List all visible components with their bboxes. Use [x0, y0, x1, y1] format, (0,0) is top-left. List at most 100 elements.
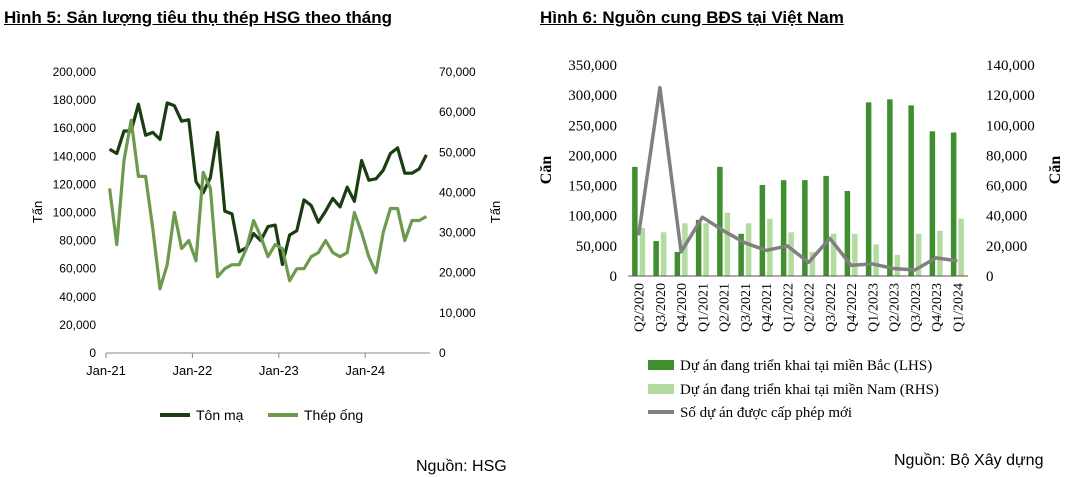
y-left-axis-label: Tấn — [30, 201, 45, 223]
y-left-tick-label: 0 — [610, 269, 618, 285]
x-tick-label: Q4/2023 — [930, 283, 945, 332]
y-right-tick-label: 0 — [986, 269, 994, 285]
figure-title-right: Hình 6: Nguồn cung BĐS tại Việt Nam — [540, 8, 844, 27]
bar-south — [703, 223, 709, 276]
bar-north — [865, 102, 872, 277]
y-right-tick-label: 60,000 — [439, 105, 476, 119]
bar-north — [908, 105, 914, 277]
x-tick-label: Q1/2021 — [696, 283, 711, 332]
bar-south — [830, 233, 837, 276]
y-right-tick-label: 140,000 — [986, 58, 1035, 74]
y-left-tick-label: 40,000 — [59, 290, 96, 304]
bar-south — [873, 244, 879, 276]
x-tick-label: Q2/2021 — [718, 283, 733, 332]
x-tick-label: Q2/2022 — [803, 283, 818, 332]
bar-south — [894, 254, 901, 276]
y-left-tick-label: 140,000 — [53, 149, 97, 163]
y-right-axis-label: Tấn — [488, 201, 503, 223]
series-line-new-licenses — [636, 85, 958, 272]
bar-south — [660, 232, 667, 276]
x-tick-label: Q4/2021 — [760, 283, 775, 332]
bar-north — [823, 175, 829, 276]
y-left-tick-label: 60,000 — [59, 262, 96, 276]
x-tick-label: Q2/2020 — [633, 283, 648, 332]
x-tick-label: Q4/2020 — [675, 283, 690, 332]
chart-steel-consumption: Jan-21 Jan-22 Jan-23 Jan-24 0 20,000 40,000 60,… — [30, 65, 503, 423]
y-left-tick-label: 0 — [89, 346, 96, 360]
bar-south — [958, 218, 964, 276]
bar-south — [915, 233, 922, 276]
bar-north — [802, 180, 808, 276]
bar-north — [674, 251, 681, 276]
y-left-tick-label: 150,000 — [568, 179, 617, 195]
x-tick-label: Q1/2023 — [866, 283, 881, 332]
y-left-tick-label: 80,000 — [59, 234, 96, 248]
x-tick-label: Q2/2023 — [888, 283, 903, 332]
y-left-tick-label: 180,000 — [53, 93, 97, 107]
y-left-tick-label: 300,000 — [568, 88, 617, 104]
bar-north — [632, 166, 638, 276]
bar-south — [639, 227, 646, 276]
y-right-tick-label: 40,000 — [439, 185, 476, 199]
bar-south — [745, 223, 752, 276]
y-left-tick-label: 50,000 — [576, 239, 617, 255]
x-tick-label: Jan-22 — [173, 363, 213, 378]
bar-south — [809, 251, 816, 276]
bar-south — [852, 233, 858, 276]
bar-north — [653, 241, 659, 276]
y-right-tick-label: 70,000 — [439, 65, 476, 79]
y-right-tick-label: 60,000 — [986, 179, 1027, 195]
source-note-right: Nguồn: Bộ Xây dựng — [894, 452, 1044, 469]
y-right-tick-label: 10,000 — [439, 306, 476, 320]
bar-south — [788, 232, 794, 276]
bar-north — [950, 132, 957, 276]
x-tick-label: Jan-21 — [86, 363, 126, 378]
bar-north — [738, 233, 744, 276]
y-left-axis-label: Căn — [538, 156, 555, 185]
source-note-left: Nguồn: HSG — [416, 458, 507, 475]
legend-label: Số dự án được cấp phép mới — [680, 405, 852, 421]
bar-north — [717, 166, 723, 276]
bar-south — [724, 212, 731, 276]
bar-south — [682, 223, 688, 276]
bar-north — [844, 190, 851, 276]
y-left-tick-label: 200,000 — [53, 65, 97, 79]
figure-title-left: Hình 5: Sản lượng tiêu thụ thép HSG theo… — [4, 8, 392, 27]
legend-label: Dự án đang triển khai tại miền Bắc (LHS) — [680, 358, 932, 374]
x-tick-label: Jan-23 — [259, 363, 299, 378]
y-right-tick-label: 50,000 — [439, 145, 476, 159]
series-line-ton-ma — [108, 101, 428, 267]
y-left-tick-label: 120,000 — [53, 177, 97, 191]
x-tick-label: Jan-24 — [345, 363, 385, 378]
y-left-tick-label: 160,000 — [53, 121, 97, 135]
x-tick-label: Q3/2021 — [739, 283, 754, 332]
legend-label: Thép ống — [304, 407, 363, 423]
x-tick-label: Q4/2022 — [845, 283, 860, 332]
y-right-tick-label: 120,000 — [986, 88, 1035, 104]
legend-label: Dự án đang triển khai tại miền Nam (RHS) — [680, 382, 939, 398]
x-tick-label: Q1/2022 — [781, 283, 796, 332]
bar-north — [695, 219, 702, 276]
bar-north — [780, 180, 787, 276]
x-tick-label: Q3/2022 — [824, 283, 839, 332]
y-right-tick-label: 100,000 — [986, 118, 1035, 134]
x-tick-label: Q1/2024 — [951, 283, 966, 332]
bar-north — [887, 99, 893, 276]
legend-label: Tôn mạ — [196, 407, 244, 423]
y-left-tick-label: 200,000 — [568, 148, 617, 164]
legend-swatch — [648, 384, 674, 394]
bar-south — [767, 218, 773, 276]
y-right-tick-label: 80,000 — [986, 148, 1027, 164]
y-right-tick-label: 30,000 — [439, 226, 476, 240]
series-line-thep-ong — [108, 118, 428, 291]
y-left-tick-label: 250,000 — [568, 118, 617, 134]
x-tick-label: Q3/2020 — [654, 283, 669, 332]
y-left-tick-label: 100,000 — [568, 209, 617, 225]
y-right-tick-label: 20,000 — [986, 239, 1027, 255]
bar-north — [929, 131, 936, 276]
y-right-axis-label: Căn — [1047, 156, 1064, 185]
x-tick-label: Q3/2023 — [909, 283, 924, 332]
y-right-tick-label: 0 — [439, 346, 446, 360]
y-left-tick-label: 20,000 — [59, 318, 96, 332]
